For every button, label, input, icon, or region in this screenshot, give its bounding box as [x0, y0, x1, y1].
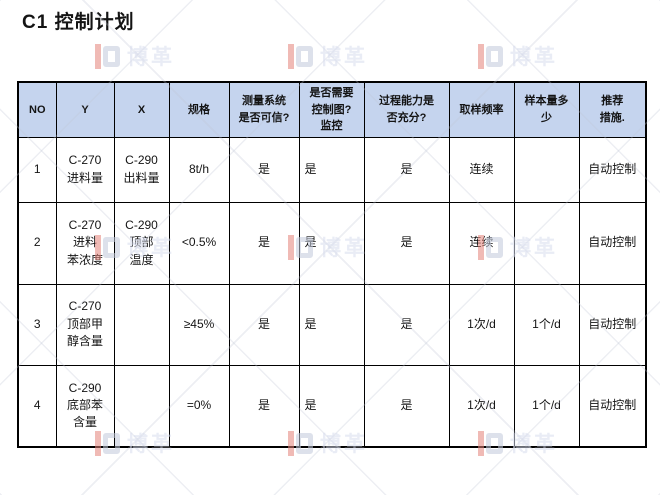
cell-action: 自动控制	[578, 364, 647, 448]
table-row: 3 C-270 顶部甲 醇含量 ≥45% 是 是 是 1次/d 1个/d 自动控…	[17, 283, 647, 366]
cell-y: C-270 顶部甲 醇含量	[55, 283, 115, 366]
cell-control-chart: 是	[298, 136, 365, 203]
col-header-process-capability: 过程能力是 否充分?	[363, 81, 450, 138]
cell-x: C-290 出料量	[113, 136, 170, 203]
col-header-recommended-action: 推荐 措施.	[578, 81, 647, 138]
col-header-measurement-system: 测量系统 是否可信?	[228, 81, 300, 138]
cell-spec: <0.5%	[168, 201, 230, 285]
cell-spec: ≥45%	[168, 283, 230, 366]
table-header: NO Y X 规格 测量系统 是否可信? 是否需要 控制图? 监控 过程能力是 …	[17, 81, 647, 138]
cell-capability: 是	[363, 283, 450, 366]
watermark-text: 博革	[320, 46, 368, 69]
col-header-sampling-frequency: 取样频率	[448, 81, 515, 138]
cell-msa: 是	[228, 364, 300, 448]
cell-msa: 是	[228, 201, 300, 285]
col-header-y: Y	[55, 81, 115, 138]
cell-action: 自动控制	[578, 136, 647, 203]
cell-sample-size	[513, 201, 580, 285]
cell-no: 2	[17, 201, 57, 285]
page-title: C1 控制计划	[22, 12, 135, 33]
cell-spec: =0%	[168, 364, 230, 448]
col-header-sample-size: 样本量多 少	[513, 81, 580, 138]
table-body: 1 C-270 进料量 C-290 出料量 8t/h 是 是 是 连续 自动控制…	[17, 136, 647, 448]
col-header-x: X	[113, 81, 170, 138]
cell-y: C-290 底部苯 含量	[55, 364, 115, 448]
cell-no: 1	[17, 136, 57, 203]
boge-watermark: 博革	[288, 41, 368, 71]
cell-control-chart: 是	[298, 283, 365, 366]
boge-logo-icon	[95, 43, 120, 69]
cell-frequency: 连续	[448, 136, 515, 203]
cell-sample-size: 1个/d	[513, 364, 580, 448]
col-header-control-chart: 是否需要 控制图? 监控	[298, 81, 365, 138]
boge-logo-icon	[478, 43, 503, 69]
boge-logo-icon	[288, 43, 313, 69]
cell-frequency: 连续	[448, 201, 515, 285]
table-row: 1 C-270 进料量 C-290 出料量 8t/h 是 是 是 连续 自动控制	[17, 136, 647, 203]
cell-x: C-290 顶部 温度	[113, 201, 170, 285]
cell-sample-size: 1个/d	[513, 283, 580, 366]
boge-watermark: 博革	[95, 41, 175, 71]
col-header-spec: 规格	[168, 81, 230, 138]
cell-y: C-270 进料量	[55, 136, 115, 203]
cell-spec: 8t/h	[168, 136, 230, 203]
boge-watermark: 博革	[478, 41, 558, 71]
cell-msa: 是	[228, 136, 300, 203]
cell-x	[113, 283, 170, 366]
cell-frequency: 1次/d	[448, 364, 515, 448]
cell-action: 自动控制	[578, 283, 647, 366]
cell-y: C-270 进料 苯浓度	[55, 201, 115, 285]
cell-action: 自动控制	[578, 201, 647, 285]
control-plan-table: NO Y X 规格 测量系统 是否可信? 是否需要 控制图? 监控 过程能力是 …	[17, 81, 647, 448]
cell-capability: 是	[363, 136, 450, 203]
cell-x	[113, 364, 170, 448]
watermark-text: 博革	[127, 46, 175, 69]
cell-control-chart: 是	[298, 364, 365, 448]
watermark-text: 博革	[510, 46, 558, 69]
cell-no: 3	[17, 283, 57, 366]
cell-control-chart: 是	[298, 201, 365, 285]
cell-sample-size	[513, 136, 580, 203]
cell-no: 4	[17, 364, 57, 448]
cell-frequency: 1次/d	[448, 283, 515, 366]
header-row: NO Y X 规格 测量系统 是否可信? 是否需要 控制图? 监控 过程能力是 …	[17, 81, 647, 138]
col-header-no: NO	[17, 81, 57, 138]
table-row: 4 C-290 底部苯 含量 =0% 是 是 是 1次/d 1个/d 自动控制	[17, 364, 647, 448]
cell-capability: 是	[363, 201, 450, 285]
cell-msa: 是	[228, 283, 300, 366]
cell-capability: 是	[363, 364, 450, 448]
table-row: 2 C-270 进料 苯浓度 C-290 顶部 温度 <0.5% 是 是 是 连…	[17, 201, 647, 285]
